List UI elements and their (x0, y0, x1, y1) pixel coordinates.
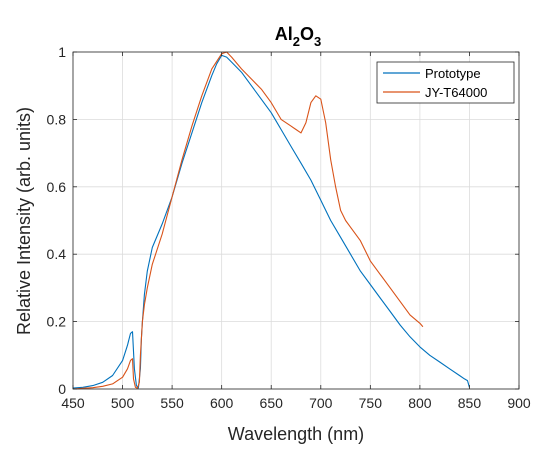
x-tick-label: 650 (260, 395, 284, 411)
x-tick-label: 600 (210, 395, 234, 411)
plot-area (72, 51, 520, 390)
x-tick-label: 850 (458, 395, 482, 411)
y-tick-label: 0.4 (47, 246, 67, 262)
series-line-prototype (72, 54, 470, 389)
x-tick-labels: 450 500 550 600 650 700 750 800 850 900 (61, 395, 531, 411)
series-lines (72, 51, 470, 390)
y-tick-label: 0.8 (47, 111, 67, 127)
plot-frame (72, 51, 520, 390)
tick-marks (72, 51, 520, 390)
x-tick-label: 500 (111, 395, 135, 411)
title-part-2: O (300, 24, 314, 44)
x-tick-label: 900 (507, 395, 531, 411)
x-tick-label: 550 (160, 395, 184, 411)
plot-background (73, 52, 519, 389)
y-tick-labels: 0 0.2 0.4 0.6 0.8 1 (47, 44, 67, 397)
x-tick-label: 700 (309, 395, 333, 411)
legend: Prototype JY-T64000 (376, 61, 515, 104)
x-tick-label: 450 (61, 395, 85, 411)
y-axis-label: Relative Intensity (arb. units) (14, 107, 34, 335)
chart-title: Al2O3 (275, 24, 321, 49)
x-tick-label: 800 (408, 395, 432, 411)
y-tick-label: 0.6 (47, 179, 67, 195)
title-subscript-2: 3 (314, 34, 321, 49)
y-tick-label: 0.2 (47, 314, 67, 330)
title-part-1: Al (275, 24, 293, 44)
legend-label-jy-t64000: JY-T64000 (425, 85, 487, 100)
y-tick-label: 0 (58, 381, 66, 397)
title-subscript-1: 2 (293, 34, 300, 49)
legend-label-prototype: Prototype (425, 66, 481, 81)
y-tick-label: 1 (58, 44, 66, 60)
x-axis-label: Wavelength (nm) (228, 424, 364, 444)
legend-box (376, 61, 515, 104)
x-tick-label: 750 (359, 395, 383, 411)
series-line-jy-t64000 (72, 51, 424, 390)
